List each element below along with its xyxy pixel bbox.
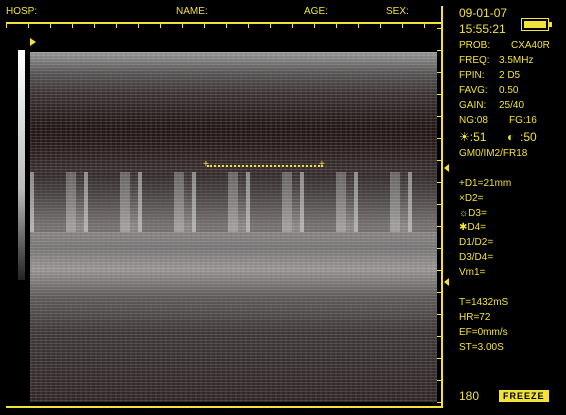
depth-marker-icon [444, 164, 449, 172]
fpin-label: FPIN: [459, 70, 485, 81]
caliper-start-icon[interactable]: + [203, 159, 209, 170]
measurement-caliper-line[interactable]: + + [203, 160, 325, 170]
measure-d1: +D1=21mm [459, 178, 512, 189]
date: 09-01-07 [459, 6, 508, 20]
prob-value: CXA40R [511, 40, 550, 51]
grayscale-bar [18, 50, 25, 280]
brightness-icon: ☀ [459, 130, 470, 144]
measure-d3-d4: D3/D4= [459, 252, 494, 263]
contrast-icon: ◐ [507, 130, 515, 144]
calc-ef: EF=0mm/s [459, 327, 508, 338]
caliper-end-icon[interactable]: + [319, 159, 325, 170]
freq-row: FREQ: 3.5MHz [459, 55, 533, 66]
name-label: NAME: [176, 6, 208, 17]
favg-value: 0.50 [499, 85, 519, 96]
prob-label: PROB: [459, 40, 491, 51]
top-ruler [6, 22, 441, 24]
favg-label: FAVG: [459, 85, 488, 96]
focus-marker-icon [30, 38, 36, 46]
age-label: AGE: [304, 6, 328, 17]
freeze-button[interactable]: FREEZE [499, 390, 549, 402]
measure-d4: ✱D4= [459, 222, 487, 233]
calc-st: ST=3.00S [459, 342, 504, 353]
freq-value: 3.5MHz [499, 55, 534, 66]
fg-value: FG:16 [509, 115, 537, 126]
hosp-label: HOSP: [6, 6, 38, 17]
sex-label: SEX: [386, 6, 409, 17]
measure-d2: ×D2= [459, 193, 484, 204]
depth-ruler [437, 28, 441, 408]
bottom-ruler [6, 406, 443, 408]
freq-label: FREQ: [459, 55, 490, 66]
fpin-row: FPIN: 2 D5 [459, 70, 520, 81]
gain-value: 25/40 [499, 100, 525, 111]
battery-icon [521, 18, 552, 31]
header-bar: HOSP: NAME: AGE: SEX: [0, 6, 442, 20]
frame-counter: 180 [459, 389, 480, 403]
gain-row: GAIN: 25/40 [459, 100, 524, 111]
brightness-value: :51 [469, 130, 487, 144]
right-divider [441, 6, 443, 408]
cardiac-wave-pattern [30, 172, 437, 232]
ng-value: NG:08 [459, 115, 488, 126]
battery-fill [524, 21, 546, 28]
measure-d3: ☼D3= [459, 208, 487, 219]
gain-label: GAIN: [459, 100, 487, 111]
prob-row: PROB: CXA40R [459, 40, 550, 51]
fpin-value: 2 D5 [499, 70, 521, 81]
depth-marker-icon [444, 278, 449, 286]
brightness-contrast-row: ☀:51 ◐ :50 [459, 130, 537, 144]
mode-row: GM0/IM2/FR18 [459, 148, 528, 159]
measure-vm1: Vm1= [459, 267, 486, 278]
calc-t: T=1432mS [459, 297, 509, 308]
calc-hr: HR=72 [459, 312, 491, 323]
measure-d1-d2: D1/D2= [459, 237, 494, 248]
time: 15:55:21 [459, 22, 506, 36]
favg-row: FAVG: 0.50 [459, 85, 518, 96]
ng-fg-row: NG:08 FG:16 [459, 115, 537, 126]
contrast-value: :50 [520, 130, 537, 144]
top-ruler-ticks [6, 24, 441, 28]
